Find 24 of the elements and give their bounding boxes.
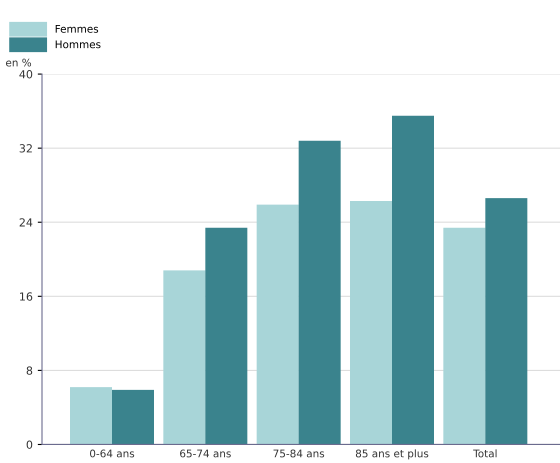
y-tick-label: 0 [26, 440, 32, 449]
x-tick-label: 75-84 ans [274, 450, 324, 458]
x-tick-label: Total [473, 449, 497, 458]
bar [392, 116, 434, 444]
x-tick-label: 0-64 ans [90, 450, 134, 458]
bar [256, 204, 299, 444]
y-tick-label: 40 [19, 70, 32, 78]
x-tick-label: 65-74 ans [180, 450, 231, 458]
y-axis-title: en % [6, 58, 32, 67]
bar [443, 228, 486, 444]
legend-label: Femmes [56, 25, 98, 33]
y-tick-label: 8 [26, 366, 32, 375]
legend-label: Hommes [56, 40, 101, 48]
bar [163, 270, 206, 444]
bar [205, 228, 248, 444]
y-tick-label: 16 [20, 292, 32, 301]
y-tick-label: 24 [20, 218, 32, 226]
x-tick-label: 85 ans et plus [356, 449, 428, 460]
bar [298, 140, 341, 444]
bar [350, 200, 392, 444]
bar [70, 387, 112, 444]
bar [485, 198, 528, 444]
bar [112, 390, 154, 444]
y-tick-label: 32 [20, 144, 32, 153]
